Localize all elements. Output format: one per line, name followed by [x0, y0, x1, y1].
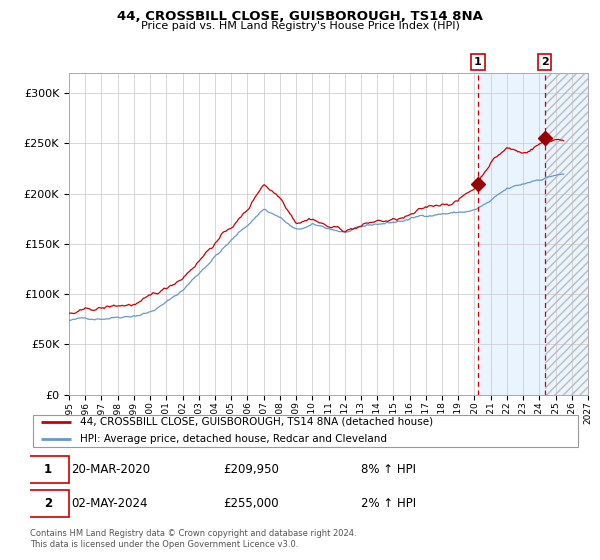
Bar	[478, 73, 588, 395]
Text: 2: 2	[44, 497, 52, 510]
Bar	[545, 73, 588, 395]
FancyBboxPatch shape	[33, 414, 578, 447]
Text: 02-MAY-2024: 02-MAY-2024	[71, 497, 148, 510]
Text: 2: 2	[541, 57, 548, 67]
Text: 1: 1	[44, 463, 52, 477]
Text: 20-MAR-2020: 20-MAR-2020	[71, 463, 151, 477]
Text: £209,950: £209,950	[223, 463, 279, 477]
Text: 44, CROSSBILL CLOSE, GUISBOROUGH, TS14 8NA (detached house): 44, CROSSBILL CLOSE, GUISBOROUGH, TS14 8…	[80, 417, 433, 427]
Text: 8% ↑ HPI: 8% ↑ HPI	[361, 463, 416, 477]
Text: Contains HM Land Registry data © Crown copyright and database right 2024.
This d: Contains HM Land Registry data © Crown c…	[30, 529, 356, 549]
Text: HPI: Average price, detached house, Redcar and Cleveland: HPI: Average price, detached house, Redc…	[80, 435, 386, 444]
Text: 1: 1	[474, 57, 482, 67]
Text: £255,000: £255,000	[223, 497, 279, 510]
FancyBboxPatch shape	[27, 490, 68, 517]
Text: 2% ↑ HPI: 2% ↑ HPI	[361, 497, 416, 510]
Text: 44, CROSSBILL CLOSE, GUISBOROUGH, TS14 8NA: 44, CROSSBILL CLOSE, GUISBOROUGH, TS14 8…	[117, 10, 483, 23]
Text: Price paid vs. HM Land Registry's House Price Index (HPI): Price paid vs. HM Land Registry's House …	[140, 21, 460, 31]
FancyBboxPatch shape	[27, 456, 68, 483]
